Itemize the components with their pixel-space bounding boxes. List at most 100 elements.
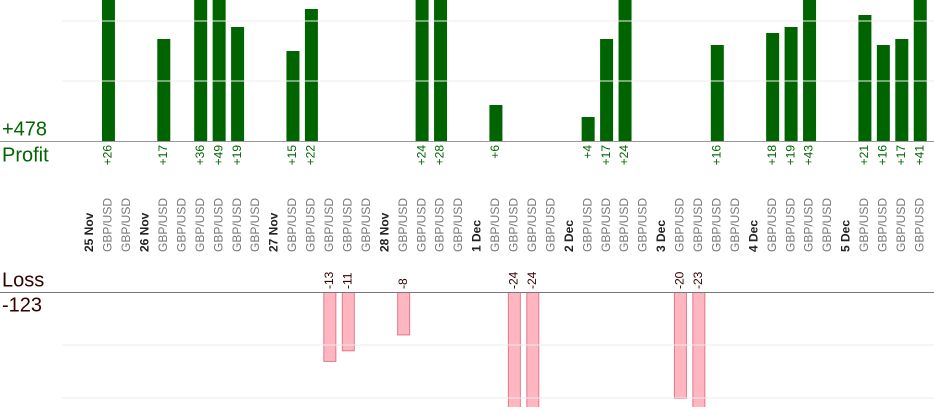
date-label: 4 Dec	[746, 220, 760, 252]
profit-value-label: +16	[709, 145, 723, 166]
symbol-label: GBP/USD	[101, 198, 115, 252]
profit-bar	[895, 39, 909, 141]
profit-bar	[212, 0, 226, 141]
profit-value-label: +49	[211, 145, 225, 166]
profit-bar	[600, 39, 614, 141]
loss-value-label: -20	[673, 271, 687, 289]
profit-bar	[286, 51, 300, 141]
symbol-label: GBP/USD	[248, 198, 262, 252]
profit-bars	[101, 0, 927, 141]
symbol-label: GBP/USD	[543, 198, 557, 252]
symbol-label: GBP/USD	[580, 198, 594, 252]
profit-value-label: +36	[193, 145, 207, 166]
symbol-label: GBP/USD	[525, 198, 539, 252]
symbol-label: GBP/USD	[728, 198, 742, 252]
symbol-label: GBP/USD	[451, 198, 465, 252]
profit-value-label: +15	[285, 145, 299, 166]
symbol-label: GBP/USD	[912, 198, 926, 252]
date-label: 27 Nov	[267, 212, 281, 252]
symbol-label: GBP/USD	[617, 198, 631, 252]
symbol-label: GBP/USD	[340, 198, 354, 252]
profit-bar	[231, 27, 245, 141]
date-label: 2 Dec	[562, 220, 576, 252]
symbol-label: GBP/USD	[488, 198, 502, 252]
symbol-label: GBP/USD	[820, 198, 834, 252]
loss-total: -123	[2, 294, 42, 316]
symbol-label: GBP/USD	[876, 198, 890, 252]
profit-value-label: +17	[599, 145, 613, 166]
symbol-label: GBP/USD	[765, 198, 779, 252]
profit-bar	[913, 0, 927, 141]
symbol-label: GBP/USD	[709, 198, 723, 252]
symbol-label: GBP/USD	[691, 198, 705, 252]
profit-value-label: +17	[156, 145, 170, 166]
date-label: 28 Nov	[377, 212, 391, 252]
profit-value-label: +21	[857, 145, 871, 166]
profit-bar	[618, 0, 632, 141]
symbol-label: GBP/USD	[174, 198, 188, 252]
loss-value-label: -13	[322, 271, 336, 289]
profit-bar	[194, 0, 208, 141]
profit-bar	[489, 105, 503, 141]
loss-bar	[323, 292, 337, 362]
loss-value-label: -11	[340, 272, 354, 289]
profit-value-label: +6	[488, 145, 502, 159]
date-label: 3 Dec	[654, 220, 668, 252]
symbol-label: GBP/USD	[396, 198, 410, 252]
profit-value-label: +4	[580, 145, 594, 159]
symbol-label: GBP/USD	[304, 198, 318, 252]
profit-value-label: +43	[802, 145, 816, 166]
profit-bar	[415, 0, 429, 141]
loss-bar	[397, 292, 411, 336]
symbol-label: GBP/USD	[322, 198, 336, 252]
profit-bar	[803, 0, 817, 141]
profit-value-label: +24	[414, 145, 428, 166]
symbol-label: GBP/USD	[285, 198, 299, 252]
symbol-label: GBP/USD	[507, 198, 521, 252]
profit-value-label: +24	[617, 145, 631, 166]
symbol-label: GBP/USD	[156, 198, 170, 252]
profit-value-label: +18	[765, 145, 779, 166]
symbol-label: GBP/USD	[783, 198, 797, 252]
symbol-label: GBP/USD	[857, 198, 871, 252]
date-label: 1 Dec	[470, 220, 484, 252]
profit-value-label: +19	[230, 145, 244, 166]
symbol-label: GBP/USD	[193, 198, 207, 252]
profit-bar	[784, 27, 798, 141]
profit-value-label: +26	[101, 145, 115, 166]
loss-value-label: -8	[396, 278, 410, 289]
profit-bar	[434, 0, 448, 141]
symbol-label: GBP/USD	[636, 198, 650, 252]
profit-bar	[766, 33, 780, 141]
symbol-label: GBP/USD	[599, 198, 613, 252]
profit-value-label: +22	[304, 145, 318, 166]
loss-bar	[507, 292, 521, 407]
symbol-label: GBP/USD	[673, 198, 687, 252]
profit-total: +478	[2, 118, 47, 140]
profit-value-label: +17	[894, 145, 908, 166]
loss-bars	[323, 292, 706, 407]
profit-bar	[581, 117, 595, 141]
profit-label: Profit	[2, 144, 49, 166]
profit-bar	[304, 9, 318, 141]
symbol-label: GBP/USD	[414, 198, 428, 252]
loss-value-label: -23	[691, 271, 705, 289]
profit-bar	[710, 45, 724, 141]
symbol-label: GBP/USD	[802, 198, 816, 252]
profit-value-label: +16	[876, 145, 890, 166]
loss-bar	[526, 292, 540, 407]
loss-bar	[341, 292, 355, 352]
loss-bar	[692, 292, 706, 407]
profit-value-label: +28	[433, 145, 447, 166]
profit-bar	[157, 39, 171, 141]
loss-label: Loss	[2, 269, 44, 291]
date-label: 25 Nov	[82, 212, 96, 252]
date-label: 5 Dec	[839, 220, 853, 252]
loss-value-label: -24	[525, 271, 539, 289]
profit-bar	[101, 0, 115, 141]
profit-bar	[876, 45, 890, 141]
symbol-label: GBP/USD	[230, 198, 244, 252]
profit-value-label: +41	[912, 145, 926, 166]
symbol-label: GBP/USD	[894, 198, 908, 252]
